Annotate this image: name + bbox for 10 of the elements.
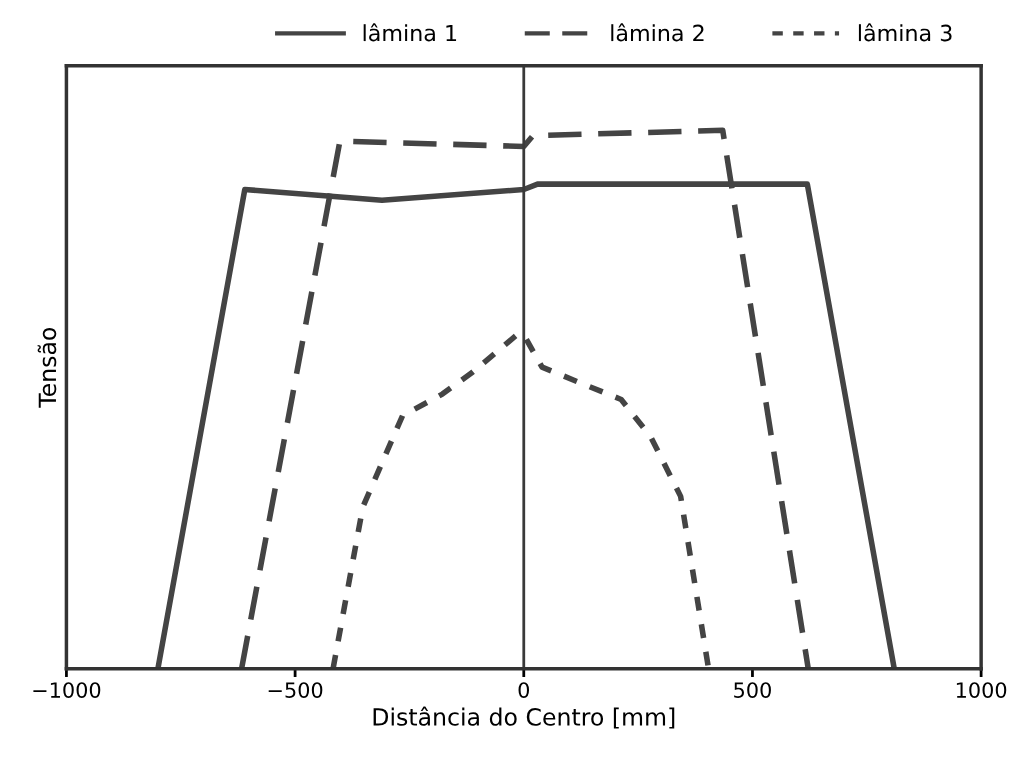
y-axis-title: Tensão xyxy=(37,327,57,408)
x-tick-label: 1000 xyxy=(956,682,1007,698)
legend-label: lâmina 1 xyxy=(363,23,457,42)
legend-label: lâmina 2 xyxy=(611,23,704,42)
legend-label: lâmina 3 xyxy=(858,23,952,42)
x-tick-label: 0 xyxy=(518,682,530,698)
x-tick-label: −500 xyxy=(268,682,323,698)
x-tick-label: 500 xyxy=(734,682,771,698)
x-axis-title: Distância do Centro [mm] xyxy=(373,706,675,729)
x-tick-label: −1000 xyxy=(33,682,101,698)
